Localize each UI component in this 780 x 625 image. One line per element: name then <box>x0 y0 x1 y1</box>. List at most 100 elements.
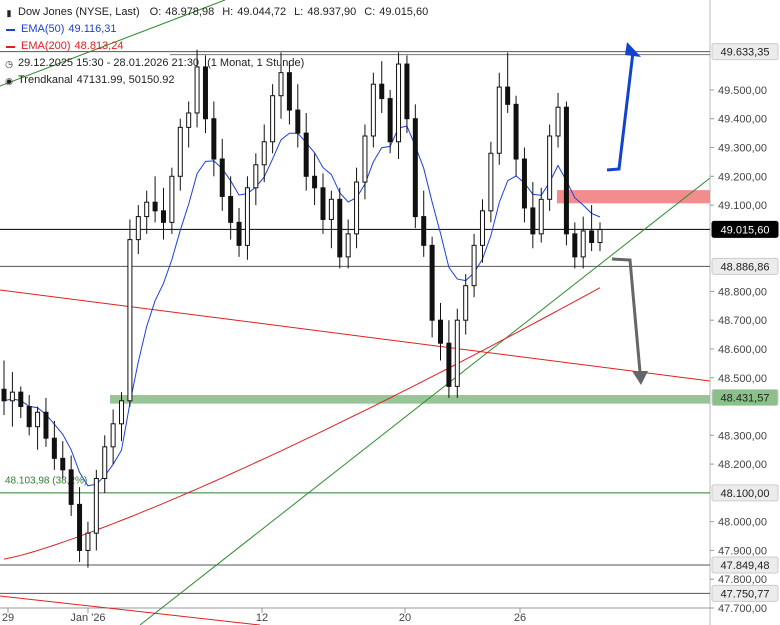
candle-body <box>211 118 217 160</box>
candle-body <box>295 109 301 134</box>
high-value: 49.044,72 <box>237 6 287 18</box>
y-tick-label: 48.000,00 <box>718 517 767 529</box>
candle-body <box>337 198 343 258</box>
candle-body <box>555 106 561 137</box>
candle-body <box>538 198 544 235</box>
price-tag-box <box>711 584 779 602</box>
y-tick-label: 49.500,00 <box>718 85 767 97</box>
price-tag-label: 49.633,35 <box>721 47 770 59</box>
candle-body <box>547 135 553 200</box>
y-tick-label: 49.300,00 <box>718 143 767 155</box>
candle-body <box>43 411 49 439</box>
candle-body <box>186 112 192 128</box>
trend-values: 47131.99, 50150.92 <box>76 74 175 86</box>
legend-ema200-row: EMA(200) 48.813,24 <box>4 38 428 55</box>
candle-body <box>26 406 32 428</box>
clock-icon: ◷ <box>5 58 13 69</box>
up-arrow-line <box>606 51 635 172</box>
candle-body <box>580 230 586 258</box>
x-tick-label: 29 <box>2 612 14 624</box>
price-tag-label: 48.886,86 <box>721 261 770 273</box>
legend-ema50-row: EMA(50) 49.116,31 <box>4 21 428 38</box>
down-arrow-line <box>611 257 642 373</box>
candle-body <box>244 187 250 246</box>
candle-body <box>454 319 460 387</box>
low-label: L: <box>294 6 304 18</box>
x-axis: 29 Jan '26 12 20 26 <box>2 608 526 624</box>
chart-legend: ▮ Dow Jones (NYSE, Last) O: 48.978,98 H:… <box>4 4 428 89</box>
candle-body <box>177 126 183 177</box>
ema50-line <box>3 125 601 487</box>
ema200-value: 48.813,24 <box>74 40 124 52</box>
price-tag-box <box>711 257 779 275</box>
candle-body <box>144 201 150 218</box>
price-tag-box <box>711 43 779 61</box>
fib-level-label: 48.103,98 (38,2%) <box>5 476 87 487</box>
candle-body <box>278 72 284 97</box>
candle-body <box>160 210 166 223</box>
candle-body <box>345 233 351 258</box>
candle-body <box>505 86 511 105</box>
price-tag-box <box>711 556 779 574</box>
y-tick-label: 49.400,00 <box>718 114 767 126</box>
ema50-label: EMA(50) <box>21 23 65 35</box>
candle-body <box>135 216 141 241</box>
candle-body <box>261 141 267 166</box>
legend-period-row: ◷ 29.12.2025 15:30 - 28.01.2026 21:30 (1… <box>4 55 428 72</box>
candle-body <box>93 477 99 534</box>
y-tick-label: 49.200,00 <box>718 171 767 183</box>
candle-body <box>387 98 393 143</box>
y-tick-label: 48.300,00 <box>718 430 767 442</box>
trend-channel-upper <box>0 0 226 87</box>
price-tags: 49.633,35 49.015,60 48.886,86 48.431,57 48.1… <box>711 43 779 602</box>
ema50-swatch <box>6 28 15 31</box>
candle-body <box>1 388 7 402</box>
candle-body <box>202 66 208 120</box>
close-value: 49.015,60 <box>379 6 429 18</box>
candle-body <box>379 83 385 100</box>
candle-body <box>429 244 435 321</box>
price-tag-label: 47.750,77 <box>721 588 770 600</box>
trend-label: Trendkanal <box>18 74 73 86</box>
candle-body <box>530 207 536 235</box>
arrows <box>606 42 648 385</box>
down-channel-upper <box>0 289 711 382</box>
candle-body <box>228 195 234 223</box>
y-tick-label: 48.800,00 <box>718 286 767 298</box>
candle-body <box>219 158 225 197</box>
up-arrow-head <box>625 42 641 57</box>
candle-body <box>404 63 410 120</box>
x-tick-label: 26 <box>514 612 526 624</box>
candle-body <box>521 158 527 209</box>
ema50-value: 49.116,31 <box>68 23 117 35</box>
price-tag-box <box>711 484 779 502</box>
candle-body <box>236 221 242 246</box>
period-note: (1 Monat, 1 Stunde) <box>207 57 305 69</box>
candle-body <box>589 230 595 243</box>
price-tag-label: 48.431,57 <box>721 392 770 404</box>
candle-body <box>9 391 15 402</box>
candle-body <box>496 86 502 154</box>
legend-trend-row: ◉ Trendkanal 47131.99, 50150.92 <box>4 72 428 89</box>
y-tick-label: 48.200,00 <box>718 459 767 471</box>
candle-body <box>471 244 477 287</box>
candle-body <box>253 164 259 189</box>
candle-body <box>119 400 125 425</box>
price-tag-box <box>711 388 779 406</box>
ema200-line <box>3 287 601 560</box>
candle-body <box>110 423 116 448</box>
down-channel-lower <box>0 595 261 625</box>
candle-body <box>194 66 200 114</box>
indicator-lines: 48.103,98 (38,2%) <box>0 0 711 625</box>
target-icon: ◉ <box>5 75 13 86</box>
trend-channel-lower <box>139 177 711 625</box>
candle-body <box>463 285 469 321</box>
candle-body <box>102 446 108 479</box>
open-label: O: <box>149 6 162 18</box>
candle-body <box>513 103 519 160</box>
price-tag-label: 49.015,60 <box>721 224 770 236</box>
support-zone <box>110 395 710 404</box>
candlestick-icon: ▮ <box>6 7 12 18</box>
candle-body <box>35 411 41 428</box>
